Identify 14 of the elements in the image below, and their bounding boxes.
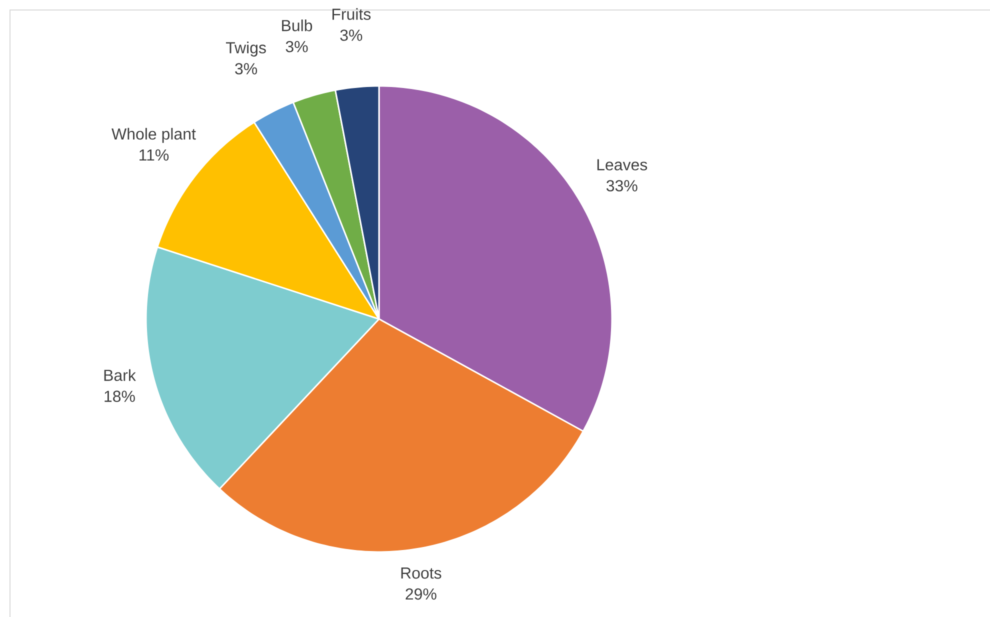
data-label: 3% [286,40,308,52]
data-label: 29% [406,588,436,600]
data-label: 11% [140,149,169,161]
slice-label: Bark [104,369,136,381]
slice-label: Bulb [282,20,312,32]
data-label: 33% [606,180,638,192]
slice-label: Leaves [597,159,648,170]
data-label: 18% [104,390,135,402]
data-label: 3% [340,30,362,41]
slice-label: Fruits [332,8,371,20]
slice-label: Roots [401,568,442,579]
slice-label: Whole plant [112,128,196,143]
data-label: 3% [235,63,258,74]
slice-label: Twigs [226,42,266,57]
